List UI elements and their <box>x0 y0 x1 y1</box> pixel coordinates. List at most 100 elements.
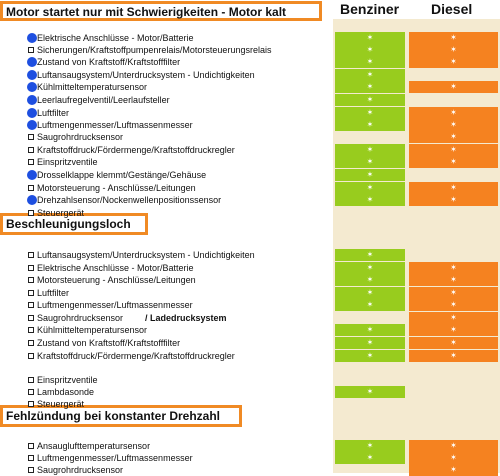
table-row: Steuergerät <box>0 207 500 219</box>
star-icon: ✶ <box>366 183 374 192</box>
star-icon: ✶ <box>450 441 457 450</box>
row-label: Luftansaugsystem/Unterdrucksystem - Undi… <box>37 250 255 260</box>
checkbox-icon <box>28 401 34 407</box>
star-icon: ✶ <box>366 263 374 272</box>
row-label: Einspritzventile <box>37 157 98 167</box>
row-label: Ansauglufttemperatursensor <box>37 441 151 451</box>
row-label: Luftansaugsystem/Unterdrucksystem - Undi… <box>37 70 255 80</box>
diesel-cell: ✶ <box>409 119 498 131</box>
star-icon: ✶ <box>450 465 457 474</box>
table-row: Einspritzventile <box>0 374 500 386</box>
benziner-cell: ✶ <box>335 107 405 119</box>
benziner-cell: ✶ <box>335 350 405 362</box>
checkbox-icon <box>28 455 34 461</box>
checkbox-icon <box>28 327 34 333</box>
star-icon: ✶ <box>366 82 374 91</box>
table-row: Ansauglufttemperatursensor ✶ ✶ <box>0 440 500 452</box>
star-icon: ✶ <box>450 33 457 42</box>
star-icon: ✶ <box>450 132 457 141</box>
checkbox-icon <box>28 389 34 395</box>
star-icon: ✶ <box>366 351 374 360</box>
benziner-cell: ✶ <box>335 386 405 398</box>
diesel-cell: ✶ <box>409 287 498 299</box>
table-row: Kühlmitteltemperatursensor ✶ ✶ <box>0 324 500 336</box>
row-label: Einspritzventile <box>37 375 98 385</box>
checkbox-icon <box>28 252 34 258</box>
benziner-header: Benziner <box>340 1 400 17</box>
star-icon: ✶ <box>366 338 374 347</box>
checkbox-icon <box>28 147 34 153</box>
section-title-motor-kalt: Motor startet nur mit Schwierigkeiten - … <box>0 1 322 21</box>
benziner-cell: ✶ <box>335 287 405 299</box>
row-label: Lambdasonde <box>37 387 95 397</box>
star-icon: ✶ <box>450 108 457 117</box>
table-row: Elektrische Anschlüsse - Motor/Batterie ✶… <box>0 32 500 44</box>
row-label: Motorsteuerung - Anschlüsse/Leitungen <box>37 275 196 285</box>
star-icon: ✶ <box>366 387 374 396</box>
benziner-cell: ✶ <box>335 452 405 464</box>
blue-dot-marker <box>27 95 37 105</box>
checkbox-icon <box>28 290 34 296</box>
checkbox-icon <box>28 340 34 346</box>
checkbox-icon <box>28 47 34 53</box>
star-icon: ✶ <box>366 441 374 450</box>
star-icon: ✶ <box>366 288 374 297</box>
benziner-cell: ✶ <box>335 119 405 131</box>
benziner-cell: ✶ <box>335 299 405 311</box>
blue-dot-marker <box>27 195 37 205</box>
table-row: Luftansaugsystem/Unterdrucksystem - Undi… <box>0 249 500 261</box>
diesel-cell: ✶ <box>409 324 498 336</box>
table-row: Saugrohrdrucksensor / Ladedrucksystem ✶ <box>0 312 500 324</box>
blue-dot-marker <box>27 70 37 80</box>
benziner-cell: ✶ <box>335 274 405 286</box>
benziner-cell: ✶ <box>335 182 405 194</box>
row-label: Elektrische Anschlüsse - Motor/Batterie <box>37 33 194 43</box>
checkbox-icon <box>28 185 34 191</box>
benziner-cell: ✶ <box>335 69 405 81</box>
star-icon: ✶ <box>450 145 457 154</box>
benziner-cell: ✶ <box>335 144 405 156</box>
row-label: Leerlaufregelventil/Leerlaufsteller <box>37 95 170 105</box>
diesel-cell: ✶ <box>409 56 498 68</box>
row-label: Saugrohrdrucksensor <box>37 313 124 323</box>
row-label: Luftfilter <box>37 288 70 298</box>
table-row: Elektrische Anschlüsse - Motor/Batterie ✶… <box>0 262 500 274</box>
star-icon: ✶ <box>366 170 374 179</box>
table-row: Kühlmitteltemperatursensor ✶ ✶ <box>0 81 500 93</box>
blue-dot-marker <box>27 82 37 92</box>
star-icon: ✶ <box>450 195 457 204</box>
benziner-cell: ✶ <box>335 32 405 44</box>
blue-dot-marker <box>27 57 37 67</box>
benziner-cell: ✶ <box>335 262 405 274</box>
checkbox-icon <box>28 210 34 216</box>
checkbox-icon <box>28 315 34 321</box>
diesel-cell: ✶ <box>409 262 498 274</box>
blue-dot-marker <box>27 120 37 130</box>
star-icon: ✶ <box>450 325 457 334</box>
diesel-cell: ✶ <box>409 312 498 324</box>
benziner-cell: ✶ <box>335 169 405 181</box>
star-icon: ✶ <box>450 82 457 91</box>
benziner-cell: ✶ <box>335 156 405 168</box>
row-label: Kraftstoffdruck/Fördermenge/Kraftstoffdr… <box>37 145 235 155</box>
star-icon: ✶ <box>366 108 374 117</box>
blue-dot-marker <box>27 33 37 43</box>
star-icon: ✶ <box>366 300 374 309</box>
star-icon: ✶ <box>450 45 457 54</box>
table-row: Zustand von Kraftstoff/Kraftstofffilter ✶… <box>0 337 500 349</box>
checkbox-icon <box>28 159 34 165</box>
benziner-cell: ✶ <box>335 324 405 336</box>
star-icon: ✶ <box>366 33 374 42</box>
star-icon: ✶ <box>366 157 374 166</box>
table-row: Luftfilter ✶ ✶ <box>0 107 500 119</box>
diesel-cell: ✶ <box>409 182 498 194</box>
star-icon: ✶ <box>450 263 457 272</box>
star-icon: ✶ <box>366 120 374 129</box>
star-icon: ✶ <box>366 70 374 79</box>
star-icon: ✶ <box>450 313 457 322</box>
row-label: Luftmengenmesser/Luftmassenmesser <box>37 453 193 463</box>
table-row: Saugrohrdrucksensor ✶ <box>0 131 500 143</box>
star-icon: ✶ <box>366 250 374 259</box>
checkbox-icon <box>28 265 34 271</box>
checkbox-icon <box>28 134 34 140</box>
